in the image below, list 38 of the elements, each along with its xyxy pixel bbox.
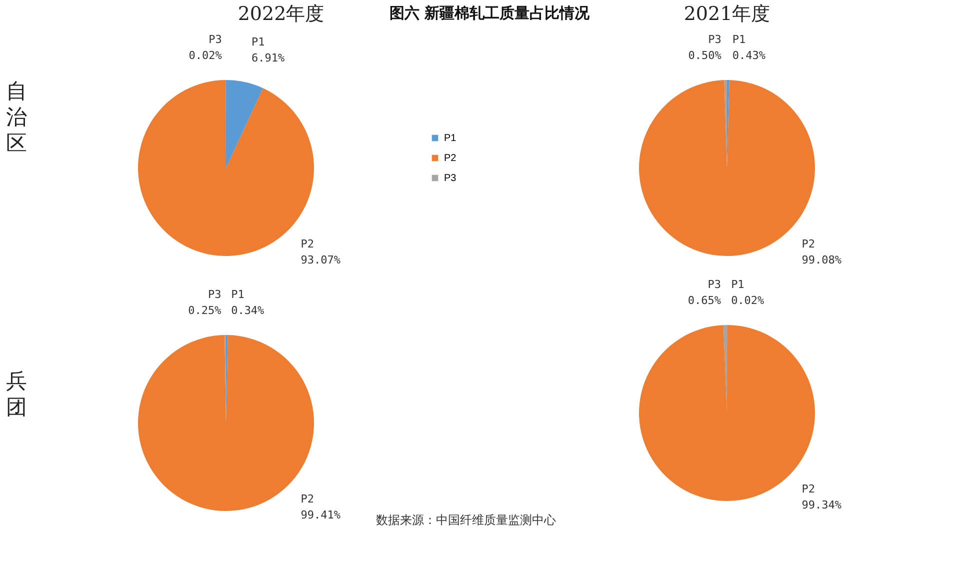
slice-label: P3 [208,288,222,302]
data-label: 0.25% [188,304,222,318]
slice-label: P3 [708,278,721,292]
slice-label: P3 [208,33,222,46]
data-label: 0.02% [188,49,222,62]
data-label: 99.41% [300,508,341,522]
pie-slice [639,80,815,256]
chart-title: 2021年度 [684,3,770,26]
data-label: 0.34% [231,304,265,318]
pie-slice [638,325,815,501]
data-label: 0.65% [688,294,722,308]
pie-slice [226,80,264,168]
pie-slice [138,80,314,256]
slice-label: P3 [708,33,722,46]
data-label: 99.34% [802,498,842,512]
data-label: 93.07% [300,254,341,267]
legend-label: P3 [444,173,457,184]
text: 图六 新疆棉轧工质量占比情况 [389,4,590,22]
data-label: 6.91% [252,51,286,64]
source-note: 数据来源：中国纤维质量监测中心 [376,512,556,529]
data-label: 0.02% [731,294,765,307]
data-label: 0.43% [732,49,766,62]
slice-label: P1 [731,278,744,291]
slice-label: P1 [231,288,244,302]
text: 兵团 [6,368,28,420]
chart-title: 2022年度 [238,3,324,25]
slice-label: P1 [252,35,265,48]
pie-slice [138,335,314,511]
text: 自治区 [6,78,28,156]
data-label: 99.08% [802,254,842,267]
slice-label: P2 [300,492,314,506]
slice-label: P2 [802,482,815,496]
data-label: 0.50% [688,49,722,62]
slice-label: P2 [802,238,815,251]
slice-label: P1 [732,33,746,46]
slice-label: P2 [300,238,314,251]
legend-label: P2 [444,153,457,164]
legend-label: P1 [444,133,457,144]
